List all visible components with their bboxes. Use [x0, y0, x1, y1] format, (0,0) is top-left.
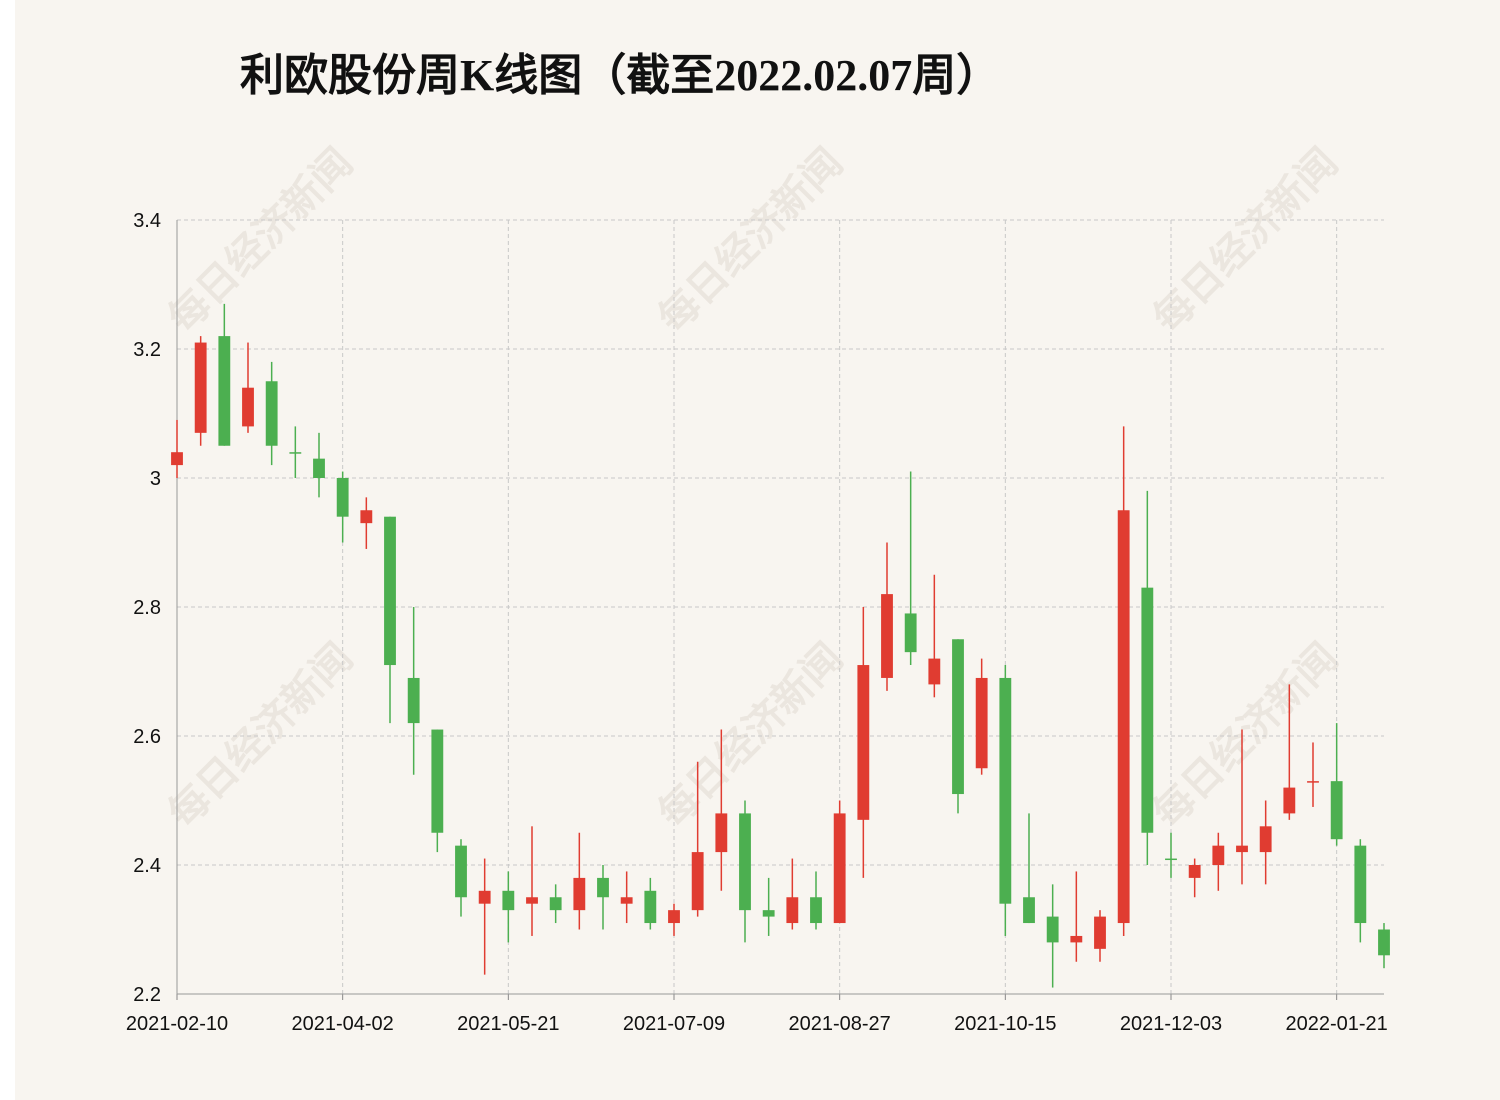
candle-body	[1307, 781, 1319, 783]
candle-body	[431, 729, 444, 833]
y-tick-label: 3	[150, 468, 161, 490]
candle-body	[478, 890, 491, 904]
x-tick-label: 2021-08-27	[789, 1013, 891, 1035]
panel	[15, 0, 1500, 1100]
candle-body	[739, 813, 751, 911]
candle-body	[360, 510, 373, 524]
candle-body	[218, 336, 231, 446]
candle-body	[336, 478, 349, 517]
candle-body	[573, 877, 586, 911]
y-tick-label: 2.2	[133, 984, 161, 1006]
candle-body	[620, 897, 633, 904]
candle-body	[904, 613, 917, 653]
candle-body	[1023, 897, 1035, 924]
candle-body	[975, 677, 988, 769]
candle-body	[549, 897, 562, 911]
candle-body	[1354, 845, 1367, 924]
candle-body	[691, 852, 704, 911]
candle-body	[644, 890, 657, 924]
x-tick-label: 2021-10-15	[954, 1013, 1056, 1035]
y-tick-label: 2.4	[133, 855, 161, 877]
candle-body	[857, 665, 870, 820]
candle-body	[1165, 858, 1177, 861]
candle-body	[1117, 510, 1130, 924]
candle-body	[407, 677, 420, 724]
candle-body	[786, 897, 799, 924]
candle-body	[265, 381, 278, 446]
candle-body	[833, 813, 846, 924]
candle-body	[1212, 845, 1225, 865]
candle-body	[1141, 587, 1154, 833]
candle-body	[289, 452, 302, 454]
candle-body	[384, 516, 396, 666]
candle-body	[1259, 826, 1272, 853]
y-tick-label: 3.2	[133, 339, 161, 361]
candle-body	[1330, 781, 1343, 840]
candle-body	[928, 658, 941, 685]
candle-body	[502, 890, 515, 911]
candle-body	[171, 452, 183, 466]
x-tick-label: 2022-01-21	[1286, 1013, 1388, 1035]
x-tick-label: 2021-12-03	[1120, 1013, 1222, 1035]
candle-body	[762, 910, 775, 917]
x-tick-label: 2021-07-09	[623, 1013, 725, 1035]
candle-body	[1378, 929, 1390, 956]
candle-body	[715, 813, 728, 853]
candle-body	[1070, 935, 1083, 943]
candle-body	[810, 897, 822, 924]
candle-body	[242, 387, 254, 427]
candle-body	[194, 342, 207, 433]
candle-body	[952, 639, 964, 795]
candle-body	[1094, 916, 1106, 949]
candle-body	[455, 845, 467, 898]
candle-body	[313, 458, 325, 478]
candle-body	[1283, 787, 1296, 814]
x-tick-label: 2021-04-02	[292, 1013, 394, 1035]
candle-body	[1046, 916, 1059, 943]
y-tick-label: 3.4	[133, 210, 161, 232]
candle-body	[999, 677, 1012, 904]
x-tick-label: 2021-05-21	[457, 1013, 559, 1035]
candle-body	[1236, 845, 1248, 853]
candle-body	[1188, 865, 1201, 878]
candle-body	[526, 897, 538, 904]
y-tick-label: 2.8	[133, 597, 161, 619]
chart-title: 利欧股份周K线图（截至2022.02.07周）	[240, 51, 1000, 100]
candle-body	[597, 877, 609, 898]
y-tick-label: 2.6	[133, 726, 161, 748]
candle-body	[668, 910, 680, 924]
candle-body	[881, 594, 893, 678]
x-tick-label: 2021-02-10	[126, 1013, 228, 1035]
